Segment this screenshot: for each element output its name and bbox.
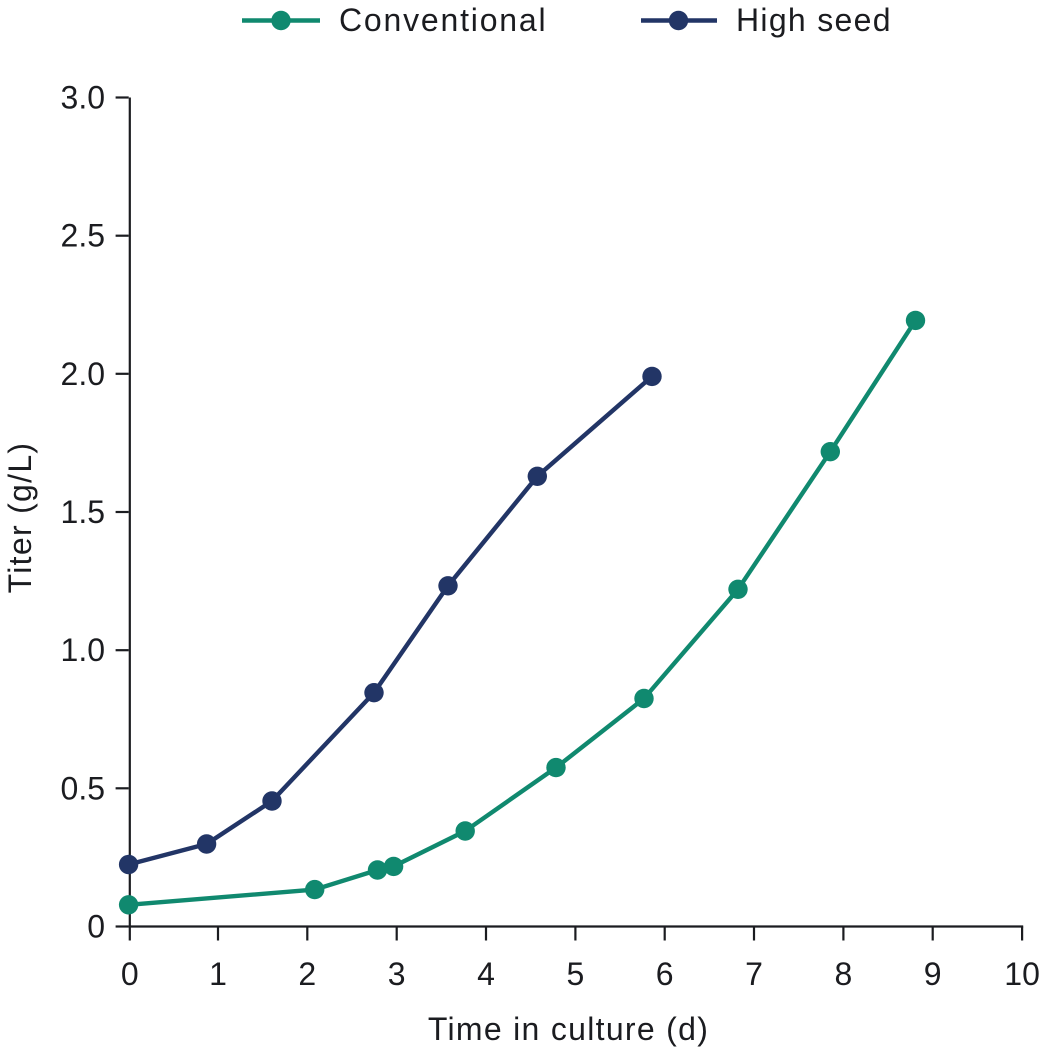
svg-text:Time in culture (d): Time in culture (d) [428, 1011, 709, 1047]
svg-text:1.5: 1.5 [61, 494, 105, 530]
svg-text:1.0: 1.0 [61, 632, 105, 668]
svg-text:3.0: 3.0 [61, 80, 105, 116]
svg-text:0: 0 [121, 956, 139, 992]
svg-text:3: 3 [388, 956, 406, 992]
svg-text:2.0: 2.0 [61, 356, 105, 392]
svg-text:High seed: High seed [736, 2, 892, 38]
svg-text:0: 0 [87, 909, 105, 945]
svg-text:4: 4 [477, 956, 495, 992]
svg-text:1: 1 [209, 956, 227, 992]
svg-text:7: 7 [745, 956, 763, 992]
svg-text:Titer (g/L): Titer (g/L) [2, 442, 38, 594]
svg-text:2.5: 2.5 [61, 218, 105, 254]
svg-text:2: 2 [298, 956, 316, 992]
svg-text:5: 5 [567, 956, 585, 992]
svg-text:9: 9 [924, 956, 942, 992]
svg-text:10: 10 [1004, 956, 1040, 992]
svg-text:6: 6 [656, 956, 674, 992]
svg-text:8: 8 [835, 956, 853, 992]
svg-text:Conventional: Conventional [339, 2, 547, 38]
svg-text:0.5: 0.5 [61, 770, 105, 806]
